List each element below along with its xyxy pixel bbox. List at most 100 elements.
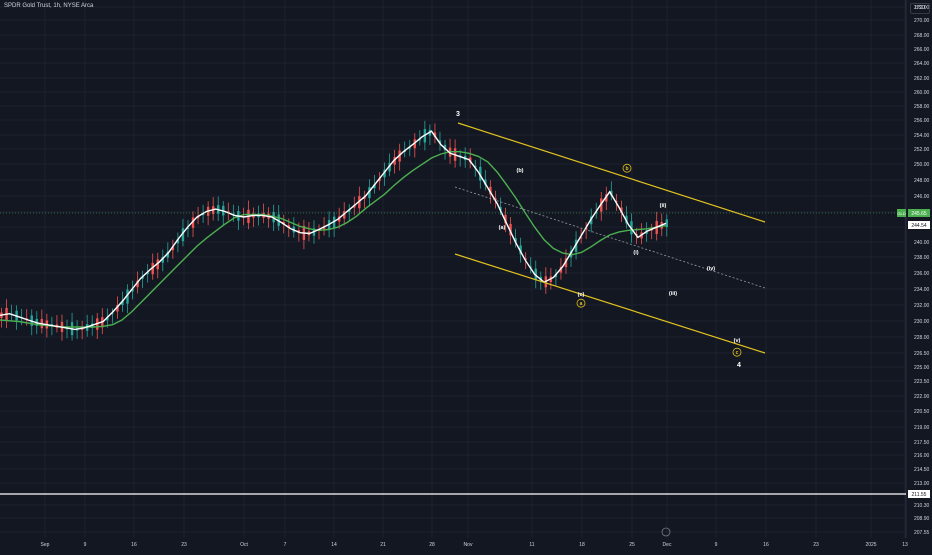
candle-body	[418, 139, 422, 141]
candle-body	[161, 256, 164, 263]
last-price-tag	[908, 209, 930, 217]
second-price-tag	[908, 221, 930, 229]
channel-upper-line	[457, 122, 766, 223]
candle-body	[489, 186, 492, 195]
symbol-tag-text: GLD	[897, 211, 905, 216]
candle-body	[106, 317, 109, 321]
candle-body	[116, 305, 119, 312]
y-tick-label: 250.00	[914, 162, 930, 168]
y-tick-label: 230.00	[914, 319, 930, 325]
candle-body	[388, 163, 391, 172]
x-tick-label: Sep	[41, 542, 50, 548]
candle-body	[111, 313, 114, 315]
y-tick-label: 248.00	[914, 178, 930, 184]
candle-body	[564, 258, 568, 268]
y-tick-label: 272.00	[914, 5, 930, 11]
y-tick-label: 260.00	[914, 90, 930, 96]
candle-body	[509, 223, 512, 236]
candle-body	[499, 206, 502, 211]
x-tick-label: Dec	[663, 542, 672, 548]
y-tick-label: 228.00	[914, 335, 930, 341]
x-tick-label: 2025	[865, 542, 876, 548]
candle-body	[171, 246, 175, 251]
y-tick-label: 207.55	[914, 530, 930, 536]
y-tick-label: 240.00	[914, 240, 930, 246]
wave-label: (ii)	[660, 203, 667, 209]
y-tick-label: 234.00	[914, 287, 930, 293]
candle-body	[579, 237, 583, 239]
wave-label: (iii)	[669, 291, 677, 297]
candle-body	[519, 245, 522, 255]
candle-body	[620, 207, 623, 214]
x-tick-label: 18	[579, 542, 585, 548]
x-tick-label: 9	[84, 542, 87, 548]
currency-button[interactable]: USD	[910, 3, 930, 14]
y-tick-label: 262.00	[914, 76, 930, 82]
x-tick-label: 11	[529, 542, 534, 548]
y-tick-label: 220.50	[914, 409, 930, 415]
x-tick-label: Oct	[240, 542, 248, 548]
candle-body	[136, 280, 139, 288]
y-tick-label: 254.00	[914, 133, 930, 139]
wave-label: a	[580, 301, 583, 307]
y-tick-label: 256.00	[914, 118, 930, 124]
x-tick-label: 14	[331, 542, 337, 548]
candle-body	[610, 190, 613, 196]
fast-ma-line	[0, 130, 667, 331]
second-price-text: 244.54	[911, 223, 927, 229]
level-price-tag	[908, 490, 930, 498]
candle-body	[131, 288, 134, 292]
y-tick-label: 236.00	[914, 271, 930, 277]
y-tick-label: 214.50	[914, 467, 930, 473]
candle-body	[337, 216, 341, 222]
candle-body	[151, 262, 154, 275]
wave-label: (c)	[578, 292, 585, 298]
wave-label: (iv)	[707, 266, 715, 272]
wave-label: b	[625, 166, 628, 172]
wave-label: 3	[456, 111, 460, 118]
candle-body	[438, 140, 442, 144]
wave-label: c	[736, 350, 739, 356]
candle-body	[665, 219, 668, 228]
candle-body	[363, 196, 366, 199]
candle-body	[368, 187, 371, 199]
y-tick-label: 264.00	[914, 61, 930, 67]
candle-body	[393, 157, 396, 165]
x-tick-label: 25	[629, 542, 635, 548]
event-marker-icon	[661, 527, 671, 537]
candle-body	[589, 216, 593, 225]
wave-label: (b)	[516, 168, 523, 174]
y-tick-label: 219.00	[914, 425, 930, 431]
y-tick-label: 217.50	[914, 440, 930, 446]
candle-body	[554, 274, 558, 278]
candle-body	[469, 157, 472, 163]
candle-body	[146, 271, 149, 275]
candle-body	[196, 216, 200, 219]
y-tick-label: 252.00	[914, 147, 930, 153]
slow-ma-line	[0, 150, 667, 328]
candle-body	[484, 179, 487, 185]
candle-body	[398, 150, 401, 162]
y-tick-label: 208.90	[914, 516, 930, 522]
wave-label-circle	[732, 347, 742, 357]
candle-body	[605, 194, 608, 202]
x-tick-label: 28	[429, 542, 435, 548]
y-tick-label: 232.00	[914, 303, 930, 309]
channel-lower-line	[454, 253, 766, 354]
y-tick-label: 268.00	[914, 33, 930, 39]
x-tick-label: 21	[380, 542, 386, 548]
candle-body	[504, 214, 507, 224]
x-tick-label: 7	[284, 542, 287, 548]
candle-body	[595, 212, 598, 214]
x-tick-label: 13	[902, 542, 908, 548]
y-tick-label: 216.00	[914, 453, 930, 459]
level-price-text: 211.55	[912, 492, 927, 498]
y-tick-label: 225.00	[914, 365, 930, 371]
x-tick-label: 23	[813, 542, 819, 548]
y-tick-label: 238.00	[914, 255, 930, 261]
candle-body	[529, 266, 532, 268]
candle-body	[181, 228, 185, 242]
candle-body	[524, 258, 527, 260]
